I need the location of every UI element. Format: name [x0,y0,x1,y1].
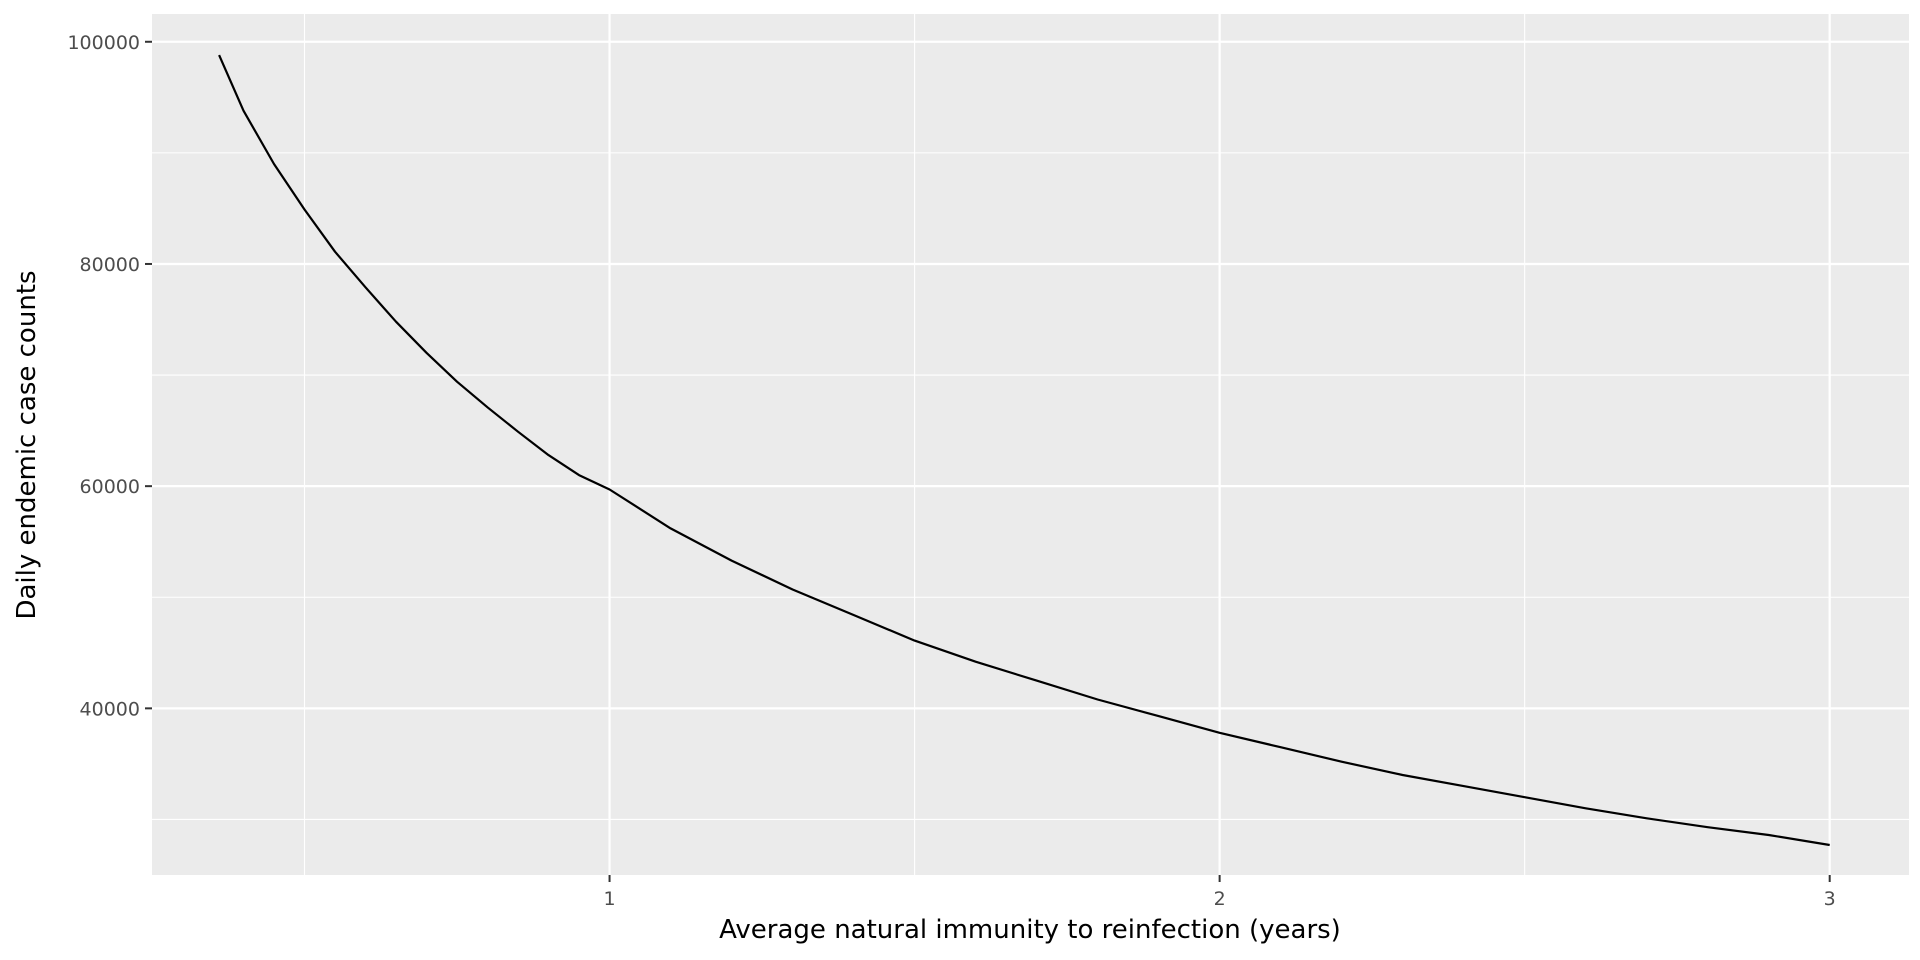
x-tick-label: 2 [1214,888,1226,910]
x-tick-label: 1 [604,888,616,910]
x-axis: 1 2 3 [604,875,1836,910]
x-tick-label: 3 [1824,888,1836,910]
y-tick-label: 100000 [67,32,140,54]
y-axis: 40000 60000 80000 100000 [67,32,152,720]
y-tick-label: 40000 [80,698,140,720]
plot-panel [152,14,1909,875]
x-axis-title: Average natural immunity to reinfection … [719,915,1341,945]
series-layer [218,54,1830,847]
y-tick-label: 80000 [80,254,140,276]
y-tick-label: 60000 [80,476,140,498]
minor-grid [152,14,1909,875]
major-grid [152,14,1909,875]
series-line [218,54,1830,847]
y-axis-title: Daily endemic case counts [12,270,42,619]
